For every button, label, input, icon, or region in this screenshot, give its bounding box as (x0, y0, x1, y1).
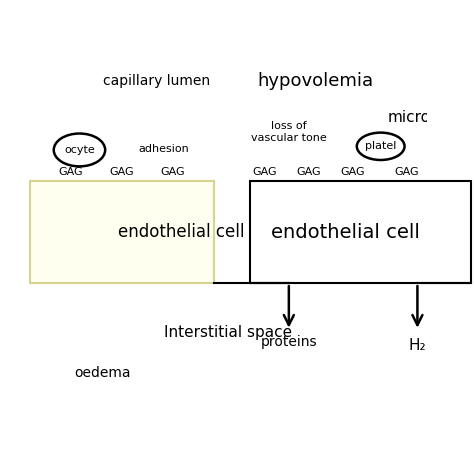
Text: platel: platel (365, 141, 396, 151)
Bar (250, 181, 471, 283)
Text: capillary lumen: capillary lumen (103, 73, 210, 88)
Text: GAG: GAG (109, 167, 134, 177)
Text: ocyte: ocyte (64, 145, 95, 155)
Text: GAG: GAG (253, 167, 277, 177)
Text: H₂: H₂ (409, 337, 426, 353)
Text: GAG: GAG (161, 167, 185, 177)
Text: hypovolemia: hypovolemia (258, 72, 374, 90)
Text: GAG: GAG (394, 167, 419, 177)
Text: GAG: GAG (341, 167, 365, 177)
Text: GAG: GAG (58, 167, 82, 177)
Text: oedema: oedema (74, 365, 130, 380)
Ellipse shape (357, 133, 405, 160)
Text: microthr: microthr (388, 109, 453, 125)
Bar (30, 181, 213, 283)
Text: GAG: GAG (297, 167, 321, 177)
Text: endothelial cell: endothelial cell (118, 223, 245, 241)
Ellipse shape (54, 134, 105, 166)
Text: proteins: proteins (261, 335, 317, 348)
Text: endothelial cell: endothelial cell (271, 223, 420, 242)
Text: adhesion: adhesion (138, 144, 189, 154)
Text: loss of
vascular tone: loss of vascular tone (251, 121, 327, 143)
Text: Interstitial space: Interstitial space (164, 325, 292, 340)
